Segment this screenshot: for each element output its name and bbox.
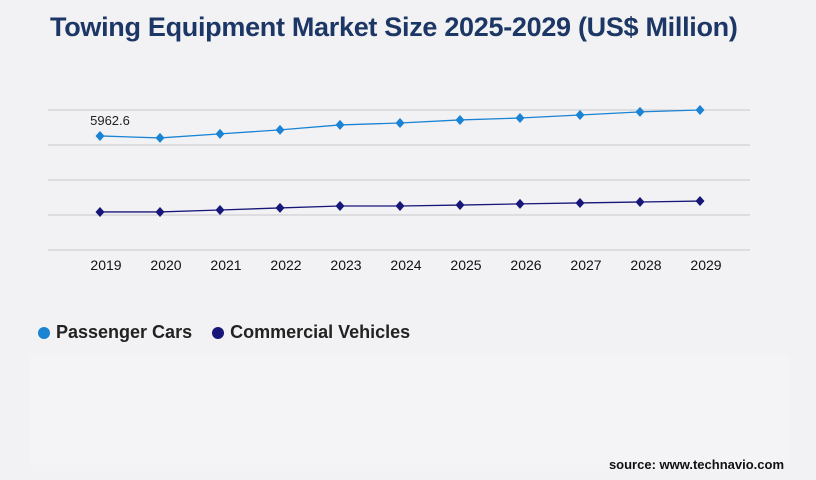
x-tick-label: 2023 bbox=[330, 257, 361, 273]
legend-label: Commercial Vehicles bbox=[230, 322, 411, 342]
data-point bbox=[395, 118, 405, 129]
x-tick-label: 2024 bbox=[390, 257, 421, 273]
data-point bbox=[335, 119, 345, 130]
legend-marker-icon bbox=[38, 326, 50, 339]
background-panel bbox=[30, 355, 790, 465]
data-point bbox=[575, 197, 585, 208]
data-point bbox=[95, 130, 105, 141]
data-point bbox=[515, 113, 525, 124]
data-point bbox=[455, 114, 465, 125]
data-point bbox=[155, 132, 165, 143]
data-point bbox=[695, 196, 705, 207]
source-credit: source: www.technavio.com bbox=[608, 457, 784, 472]
x-tick-label: 2029 bbox=[690, 257, 721, 273]
data-point bbox=[215, 205, 225, 216]
data-point bbox=[275, 124, 285, 135]
data-point bbox=[695, 105, 705, 115]
line-chart: 2019 2020 2021 2022 2023 2024 2025 2026 2027 2028… bbox=[48, 105, 750, 273]
x-tick-label: 2028 bbox=[630, 257, 661, 273]
legend-item-commercial-vehicles[interactable]: Commercial Vehicles bbox=[212, 322, 410, 343]
legend-item-passenger-cars[interactable]: Passenger Cars bbox=[38, 322, 192, 343]
legend-marker-icon bbox=[212, 326, 225, 339]
x-tick-label: 2027 bbox=[570, 257, 601, 273]
data-point bbox=[395, 201, 405, 212]
legend-label: Passenger Cars bbox=[56, 322, 193, 342]
data-label: 5962.6 bbox=[90, 113, 130, 128]
data-point bbox=[335, 201, 345, 212]
data-point bbox=[515, 198, 525, 209]
legend: Passenger Cars Commercial Vehicles bbox=[38, 322, 410, 343]
x-tick-label: 2022 bbox=[270, 257, 301, 273]
x-tick-label: 2025 bbox=[450, 257, 481, 273]
x-tick-label: 2021 bbox=[210, 257, 241, 273]
data-point bbox=[275, 202, 285, 213]
data-point bbox=[155, 206, 165, 217]
data-point bbox=[575, 109, 585, 120]
x-tick-label: 2019 bbox=[90, 257, 121, 273]
data-point bbox=[635, 196, 645, 207]
x-tick-label: 2020 bbox=[150, 257, 181, 273]
data-point bbox=[635, 106, 645, 117]
x-tick-label: 2026 bbox=[510, 257, 541, 273]
data-point bbox=[215, 128, 225, 139]
chart-title: Towing Equipment Market Size 2025-2029 (… bbox=[50, 12, 738, 42]
data-point bbox=[455, 200, 465, 211]
data-point bbox=[95, 206, 105, 217]
